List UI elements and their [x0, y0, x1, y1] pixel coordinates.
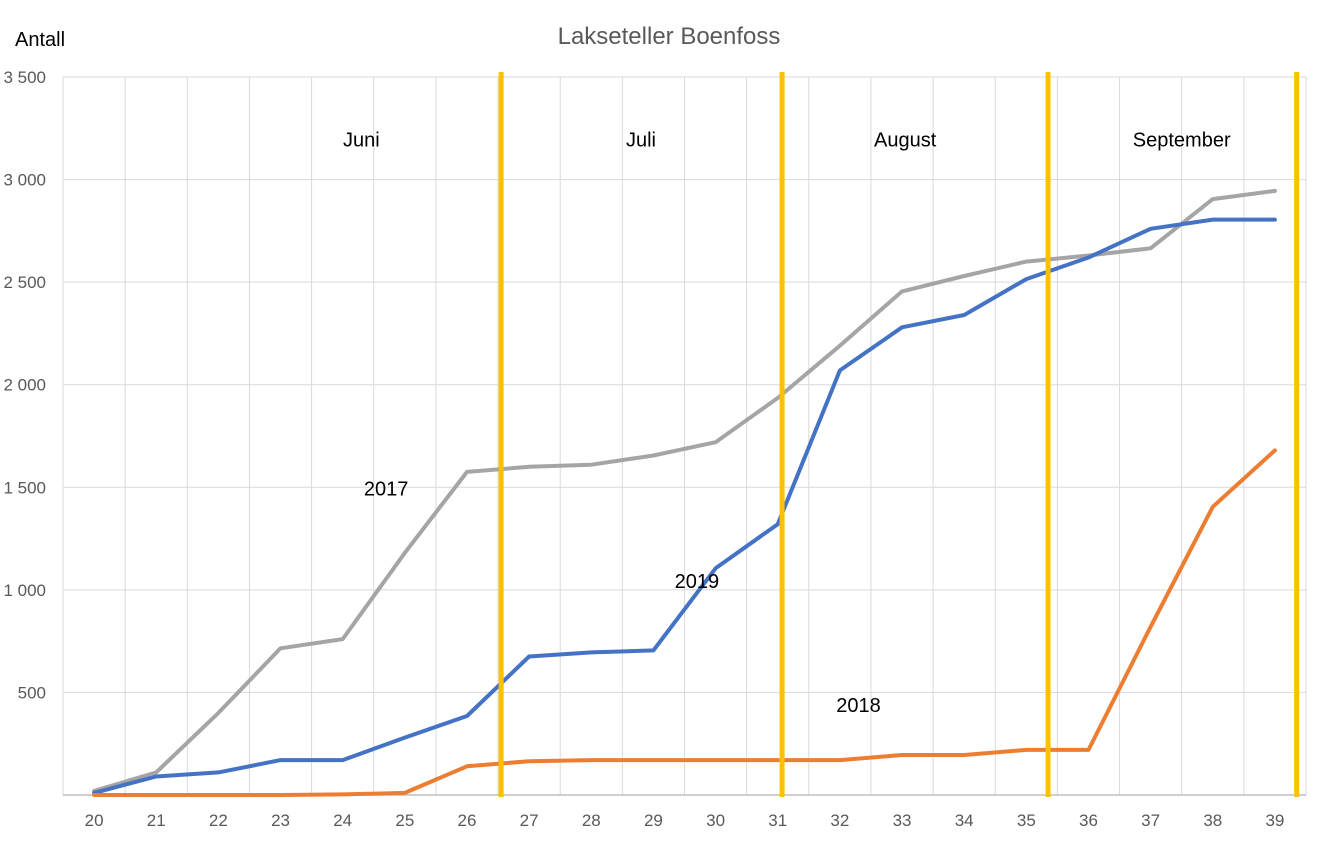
series-line-2017 — [92, 188, 1277, 793]
x-tick-label: 39 — [1265, 811, 1284, 830]
x-tick-label: 35 — [1017, 811, 1036, 830]
month-labels: Juni Juli August September — [343, 130, 1231, 152]
x-tick-label: 28 — [582, 811, 601, 830]
x-tick-label: 23 — [271, 811, 290, 830]
x-tick-label: 36 — [1079, 811, 1098, 830]
month-label: Juli — [626, 130, 656, 152]
month-label: August — [874, 130, 937, 152]
y-tick-label: 3 000 — [3, 171, 46, 190]
x-tick-label: 31 — [768, 811, 787, 830]
x-tick-label: 37 — [1141, 811, 1160, 830]
x-tick-label: 29 — [644, 811, 663, 830]
y-tick-label: 1 500 — [3, 478, 46, 497]
gridlines — [62, 76, 1307, 795]
x-tick-label: 26 — [458, 811, 477, 830]
series-labels: 2017 2019 2018 — [364, 478, 881, 716]
x-tick-label: 38 — [1203, 811, 1222, 830]
series-line-2018 — [92, 448, 1277, 797]
y-tick-label: 500 — [18, 683, 46, 702]
chart-title: Lakseteller Boenfoss — [558, 23, 781, 50]
series-label: 2017 — [364, 478, 409, 500]
x-tick-label: 34 — [955, 811, 974, 830]
x-tick-label: 32 — [830, 811, 849, 830]
month-label: September — [1133, 130, 1231, 152]
x-tick-label: 22 — [209, 811, 228, 830]
y-tick-labels: 500 1 000 1 500 2 000 2 500 3 000 3 500 — [3, 68, 46, 702]
series-label: 2019 — [675, 571, 720, 593]
month-label: Juni — [343, 130, 380, 152]
x-tick-label: 21 — [147, 811, 166, 830]
series-lines — [92, 188, 1277, 797]
series-line-2019 — [92, 217, 1277, 795]
x-tick-label: 24 — [333, 811, 352, 830]
x-tick-label: 20 — [85, 811, 104, 830]
month-dividers — [498, 72, 1300, 797]
y-tick-label: 2 000 — [3, 376, 46, 395]
series-label: 2018 — [836, 695, 881, 717]
y-tick-label: 3 500 — [3, 68, 46, 87]
y-tick-label: 2 500 — [3, 273, 46, 292]
x-tick-label: 33 — [893, 811, 912, 830]
x-tick-labels: 20 21 22 23 24 25 26 27 28 29 30 31 32 33 34 35 36 37 38 39 — [85, 811, 1285, 830]
x-tick-label: 30 — [706, 811, 725, 830]
x-tick-label: 27 — [520, 811, 539, 830]
x-tick-label: 25 — [395, 811, 414, 830]
y-axis-label: Antall — [15, 29, 65, 51]
y-tick-label: 1 000 — [3, 581, 46, 600]
